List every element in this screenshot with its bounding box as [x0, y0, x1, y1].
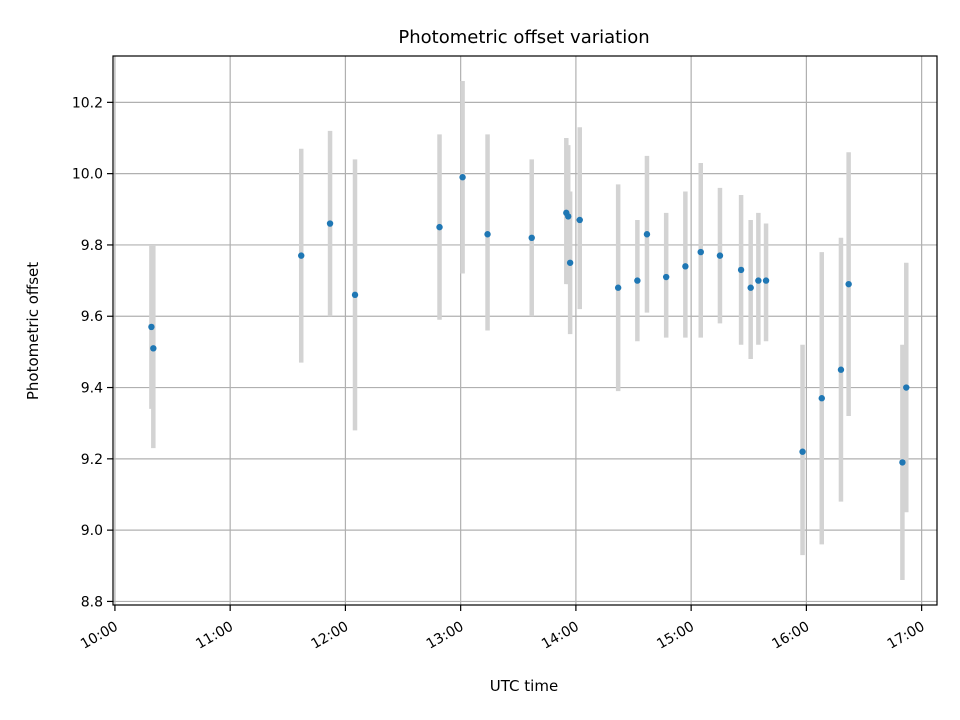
data-point	[576, 216, 583, 224]
y-tick-label: 9.0	[81, 523, 103, 539]
y-tick-label: 9.8	[81, 238, 103, 254]
y-tick-label: 10.0	[72, 167, 103, 183]
grid	[113, 56, 937, 605]
data-point	[643, 231, 651, 238]
data-point	[903, 384, 910, 391]
y-tick-label: 10.2	[72, 95, 103, 111]
data-point	[148, 323, 155, 331]
data-point	[837, 366, 845, 373]
plot-area-frame	[112, 55, 938, 606]
data-point	[716, 252, 724, 259]
data-point	[634, 277, 641, 284]
data-point	[682, 263, 689, 270]
data-point	[737, 266, 745, 274]
data-point	[484, 231, 491, 238]
x-axis-title: UTC time	[490, 677, 558, 695]
chart-title: Photometric offset variation	[398, 27, 649, 48]
data-point	[818, 395, 825, 402]
y-tick-label: 9.6	[81, 309, 103, 325]
data-point	[899, 459, 906, 466]
y-tick-label: 9.2	[81, 452, 103, 468]
y-tick-label: 8.8	[81, 594, 103, 610]
data-point	[326, 220, 334, 227]
data-point	[436, 223, 443, 231]
data-point	[565, 213, 572, 220]
data-point	[566, 259, 574, 266]
y-axis: 8.8 9.0 9.2 9.4 9.6 9.8 10.0 10.2	[72, 95, 113, 610]
data-point	[747, 284, 754, 291]
data-point	[528, 234, 535, 242]
data-points	[148, 174, 910, 466]
data-point	[755, 277, 762, 284]
data-point	[762, 277, 770, 284]
data-point	[298, 252, 305, 259]
data-point	[662, 273, 670, 281]
data-point	[799, 448, 806, 455]
data-point	[351, 291, 359, 299]
data-point	[697, 248, 704, 256]
data-point	[150, 345, 157, 352]
y-axis-title: Photometric offset	[24, 262, 42, 400]
y-tick-label: 9.4	[81, 381, 103, 397]
data-point	[614, 284, 622, 291]
data-point	[845, 280, 852, 288]
data-point	[459, 174, 466, 181]
